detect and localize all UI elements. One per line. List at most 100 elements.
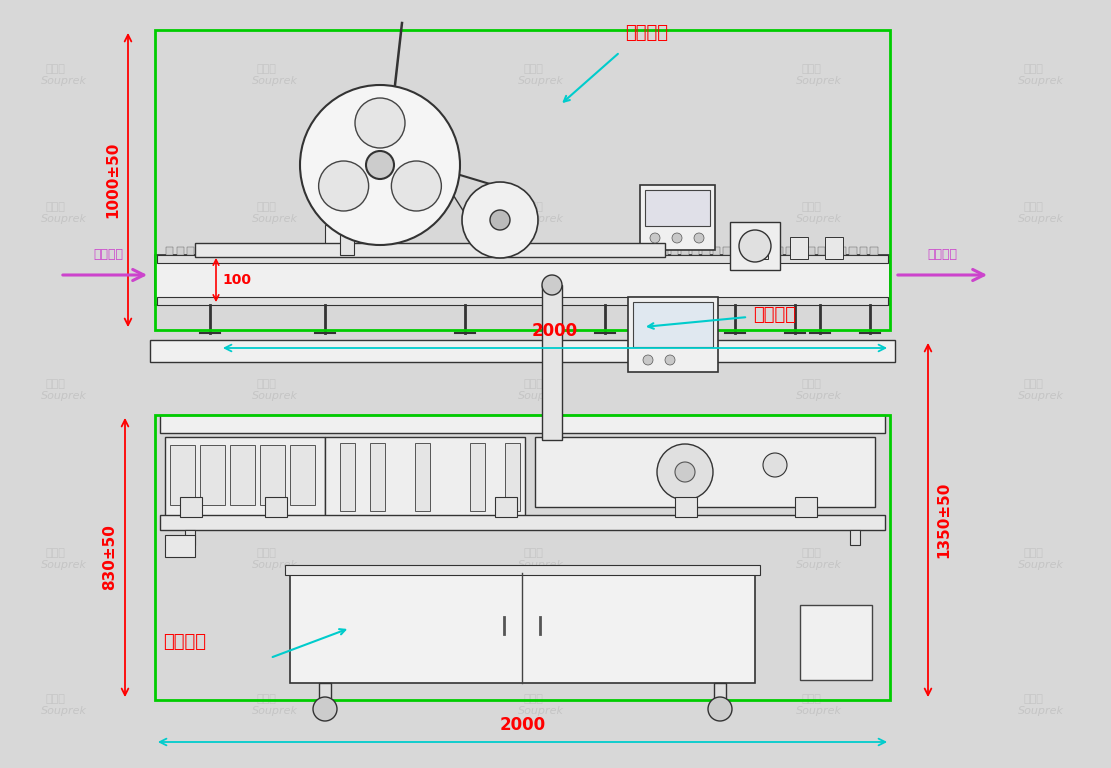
Bar xyxy=(200,445,226,505)
Bar xyxy=(750,237,768,259)
Bar xyxy=(871,247,878,255)
Bar xyxy=(160,515,885,530)
Text: 固力坚: 固力坚 xyxy=(46,202,66,213)
Bar xyxy=(229,247,237,255)
Text: Souprek: Souprek xyxy=(251,214,298,224)
Text: 1000±50: 1000±50 xyxy=(106,142,120,218)
Bar xyxy=(797,247,804,255)
Bar xyxy=(471,247,479,255)
Bar xyxy=(492,247,499,255)
Text: 固力坚: 固力坚 xyxy=(1023,379,1043,389)
Bar xyxy=(850,530,860,545)
Bar xyxy=(166,247,173,255)
Text: 固力坚: 固力坚 xyxy=(257,64,277,74)
Bar xyxy=(565,247,573,255)
Bar xyxy=(313,247,321,255)
Text: 2000: 2000 xyxy=(532,322,578,340)
Bar xyxy=(198,247,204,255)
Text: Souprek: Souprek xyxy=(251,391,298,401)
Text: 固力坚: 固力坚 xyxy=(801,694,821,704)
Bar xyxy=(829,247,835,255)
Text: 固力坚: 固力坚 xyxy=(257,694,277,704)
Circle shape xyxy=(763,453,787,477)
Bar xyxy=(157,297,888,305)
Bar xyxy=(556,247,562,255)
Bar xyxy=(702,247,710,255)
Bar xyxy=(340,443,356,511)
Bar xyxy=(157,255,888,263)
Bar xyxy=(271,247,279,255)
Bar xyxy=(650,247,657,255)
Bar xyxy=(597,247,604,255)
Bar xyxy=(366,247,373,255)
Text: Souprek: Souprek xyxy=(251,560,298,570)
Bar xyxy=(370,443,386,511)
Circle shape xyxy=(366,151,394,179)
Circle shape xyxy=(542,275,562,295)
Bar xyxy=(671,247,678,255)
Text: Souprek: Souprek xyxy=(251,76,298,86)
Text: 固力坚: 固力坚 xyxy=(1023,548,1043,558)
Text: Souprek: Souprek xyxy=(518,214,564,224)
Text: Souprek: Souprek xyxy=(1018,76,1064,86)
Bar xyxy=(334,247,341,255)
Text: 固力坚: 固力坚 xyxy=(46,694,66,704)
Bar xyxy=(790,237,808,259)
Bar xyxy=(156,255,890,305)
Circle shape xyxy=(650,233,660,243)
Text: 2000: 2000 xyxy=(500,716,546,734)
Circle shape xyxy=(708,697,732,721)
Bar xyxy=(800,605,872,680)
Bar xyxy=(639,247,647,255)
Bar xyxy=(156,415,890,700)
Circle shape xyxy=(391,161,441,211)
Text: 人机界面: 人机界面 xyxy=(753,306,795,324)
Text: Souprek: Souprek xyxy=(795,560,842,570)
Circle shape xyxy=(313,697,337,721)
Bar xyxy=(326,225,380,255)
Bar xyxy=(825,237,843,259)
Bar xyxy=(290,445,316,505)
Text: 运行方向: 运行方向 xyxy=(93,248,123,261)
Bar xyxy=(416,443,430,511)
Bar xyxy=(166,437,326,517)
Bar xyxy=(356,247,362,255)
Text: 贴标装置: 贴标装置 xyxy=(625,24,668,42)
Text: 运行方向: 运行方向 xyxy=(927,248,957,261)
Bar xyxy=(282,247,289,255)
Circle shape xyxy=(672,233,682,243)
Text: Souprek: Souprek xyxy=(795,214,842,224)
Bar xyxy=(544,247,552,255)
Bar xyxy=(775,247,783,255)
Bar xyxy=(408,247,416,255)
Circle shape xyxy=(356,98,406,148)
Bar xyxy=(808,247,814,255)
Text: 固力坚: 固力坚 xyxy=(523,548,543,558)
Bar xyxy=(513,247,520,255)
Bar xyxy=(470,443,486,511)
Text: 固力坚: 固力坚 xyxy=(46,379,66,389)
Bar xyxy=(319,683,331,701)
Text: 固力坚: 固力坚 xyxy=(257,548,277,558)
Bar xyxy=(419,247,426,255)
Bar xyxy=(340,225,354,255)
Text: 固力坚: 固力坚 xyxy=(46,548,66,558)
Text: Souprek: Souprek xyxy=(795,76,842,86)
Bar xyxy=(633,302,713,347)
Bar xyxy=(290,573,755,683)
Bar xyxy=(323,247,331,255)
Bar xyxy=(387,247,394,255)
Bar xyxy=(208,247,216,255)
Bar xyxy=(261,247,268,255)
Text: Souprek: Souprek xyxy=(518,391,564,401)
Bar xyxy=(156,30,890,330)
Bar xyxy=(795,497,817,517)
Text: 固力坚: 固力坚 xyxy=(523,694,543,704)
Bar xyxy=(645,190,710,226)
Bar xyxy=(523,247,531,255)
Bar xyxy=(166,535,196,557)
Bar xyxy=(240,247,247,255)
Bar xyxy=(744,247,752,255)
Text: 固力坚: 固力坚 xyxy=(523,202,543,213)
Bar xyxy=(629,247,635,255)
